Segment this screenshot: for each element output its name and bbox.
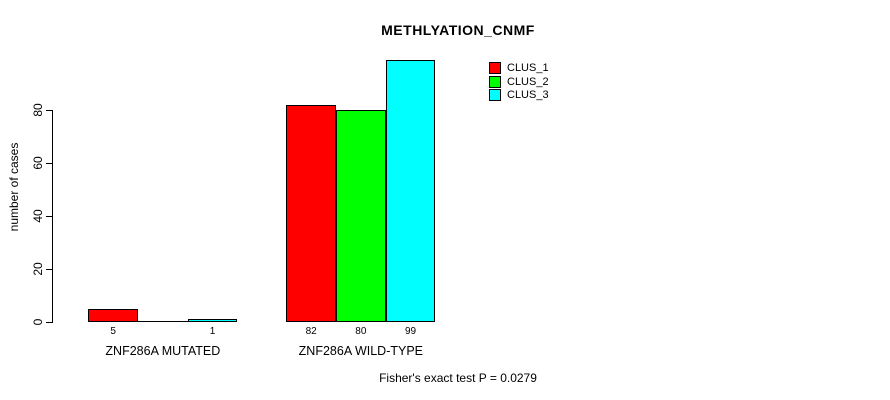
bar-value-label: 80 [355,326,367,337]
bar-clus_1-group1 [88,308,138,322]
y-tick-label: 0 [31,318,45,326]
bar-clus_2-group1 [138,321,188,322]
bar-clus_1-group2 [286,104,336,322]
legend-label: CLUS_3 [507,89,549,101]
chart-title: METHLYATION_CNMF [381,22,535,38]
y-tick [46,110,53,111]
bar-clus_2-group2 [336,110,386,322]
y-tick [46,322,53,323]
legend-item: CLUS_2 [489,75,549,88]
y-tick-label: 80 [31,103,45,117]
legend-swatch-icon [489,75,501,88]
y-axis-label: number of cases [7,142,21,232]
legend: CLUS_1 CLUS_2 CLUS_3 [489,62,549,101]
x-category-label: ZNF286A WILD-TYPE [298,344,424,358]
bar-clus_3-group1 [187,319,238,322]
footer-caption: Fisher's exact test P = 0.0279 [379,371,537,385]
y-tick-label: 20 [31,262,45,276]
legend-label: CLUS_2 [507,75,549,88]
bar-value-label: 5 [110,326,116,337]
y-tick [46,163,53,164]
legend-item: CLUS_3 [489,89,549,101]
y-tick [46,216,53,217]
bar-value-label: 1 [209,326,216,337]
y-tick-label: 60 [31,156,45,170]
y-tick-label: 40 [31,209,45,223]
bar-value-label: 99 [404,326,417,337]
bar-value-label: 82 [305,326,317,337]
legend-swatch-icon [489,62,501,74]
legend-item: CLUS_1 [489,62,549,74]
legend-swatch-icon [489,89,501,101]
bar-clus_3-group2 [385,59,436,322]
legend-label: CLUS_1 [507,62,549,74]
y-tick [46,269,53,270]
x-category-label: ZNF286A MUTATED [105,344,221,358]
